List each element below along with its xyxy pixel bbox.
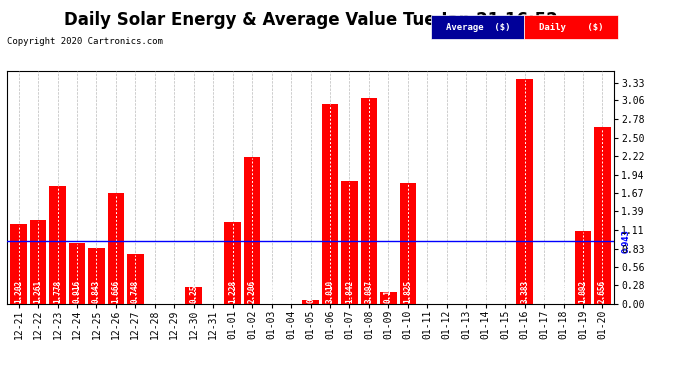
Bar	[30, 220, 46, 304]
Bar	[224, 222, 241, 304]
Text: 1.261: 1.261	[34, 280, 43, 303]
Bar	[10, 224, 27, 304]
Bar	[380, 292, 397, 304]
Bar	[516, 79, 533, 304]
Text: 3.010: 3.010	[326, 280, 335, 303]
Bar	[127, 254, 144, 304]
Text: 0.000: 0.000	[150, 280, 159, 303]
Bar	[108, 193, 124, 304]
Text: 1.228: 1.228	[228, 280, 237, 303]
Text: 3.097: 3.097	[364, 280, 373, 303]
Text: 0.003: 0.003	[208, 280, 217, 303]
Text: 1.092: 1.092	[578, 280, 587, 303]
Bar	[322, 104, 338, 304]
Bar	[361, 98, 377, 304]
Text: Daily Solar Energy & Average Value Tue Jan 21 16:52: Daily Solar Energy & Average Value Tue J…	[63, 11, 558, 29]
Bar	[49, 186, 66, 304]
Text: 0.000: 0.000	[481, 280, 490, 303]
Text: 0.179: 0.179	[384, 280, 393, 303]
Text: 0.000: 0.000	[423, 280, 432, 303]
Bar	[400, 183, 416, 304]
Text: Copyright 2020 Cartronics.com: Copyright 2020 Cartronics.com	[7, 38, 163, 46]
Text: Daily    ($): Daily ($)	[539, 22, 603, 32]
Bar	[594, 128, 611, 304]
Bar	[88, 248, 105, 304]
Bar	[341, 182, 357, 304]
Text: 1.825: 1.825	[404, 280, 413, 303]
Bar	[575, 231, 591, 304]
Text: 1.202: 1.202	[14, 280, 23, 303]
Text: 3.383: 3.383	[520, 280, 529, 303]
Text: 2.656: 2.656	[598, 280, 607, 303]
Text: 0.253: 0.253	[189, 280, 198, 303]
Text: 0.049: 0.049	[306, 280, 315, 303]
Text: 0.000: 0.000	[559, 280, 568, 303]
Bar	[69, 243, 86, 304]
Bar	[302, 300, 319, 304]
Text: 0.916: 0.916	[72, 280, 81, 303]
Text: 0.000: 0.000	[462, 280, 471, 303]
Text: 2.206: 2.206	[248, 280, 257, 303]
Text: 0.000: 0.000	[540, 280, 549, 303]
Text: 0.000: 0.000	[267, 280, 276, 303]
Text: 1.778: 1.778	[53, 280, 62, 303]
Text: 0.000: 0.000	[442, 280, 451, 303]
Text: 0.748: 0.748	[131, 280, 140, 303]
Text: 0.843: 0.843	[92, 280, 101, 303]
Bar	[186, 287, 202, 304]
Text: Average  ($): Average ($)	[446, 22, 510, 32]
Text: 1.842: 1.842	[345, 280, 354, 303]
Text: 0.943: 0.943	[621, 229, 630, 253]
Text: 0.000: 0.000	[286, 280, 295, 303]
Bar	[244, 157, 260, 304]
Text: 0.000: 0.000	[501, 280, 510, 303]
Text: 0.000: 0.000	[170, 280, 179, 303]
Text: 1.666: 1.666	[111, 280, 120, 303]
